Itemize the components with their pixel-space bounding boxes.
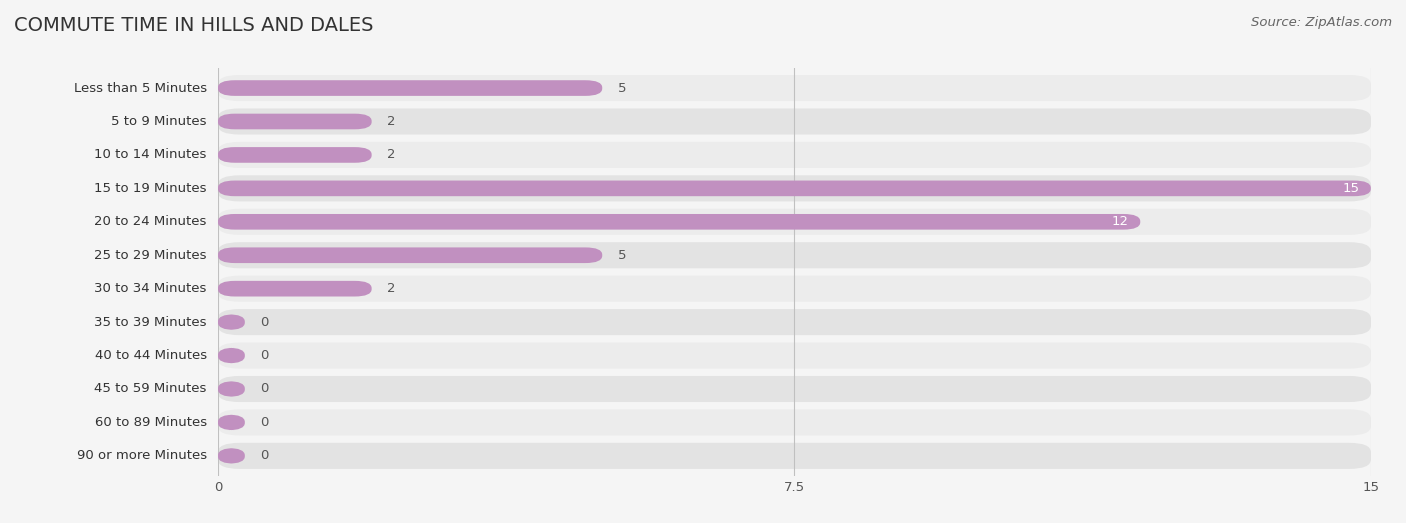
Text: 0: 0 <box>260 315 269 328</box>
Text: 35 to 39 Minutes: 35 to 39 Minutes <box>94 315 207 328</box>
Text: 60 to 89 Minutes: 60 to 89 Minutes <box>94 416 207 429</box>
Text: 0: 0 <box>260 416 269 429</box>
Text: COMMUTE TIME IN HILLS AND DALES: COMMUTE TIME IN HILLS AND DALES <box>14 16 374 35</box>
Text: 2: 2 <box>387 115 395 128</box>
FancyBboxPatch shape <box>218 180 1371 196</box>
FancyBboxPatch shape <box>218 276 1371 302</box>
Text: 45 to 59 Minutes: 45 to 59 Minutes <box>94 382 207 395</box>
Text: 25 to 29 Minutes: 25 to 29 Minutes <box>94 249 207 262</box>
FancyBboxPatch shape <box>218 443 1371 469</box>
FancyBboxPatch shape <box>218 343 1371 369</box>
FancyBboxPatch shape <box>218 314 245 330</box>
FancyBboxPatch shape <box>218 80 602 96</box>
Text: 15 to 19 Minutes: 15 to 19 Minutes <box>94 182 207 195</box>
FancyBboxPatch shape <box>218 214 1140 230</box>
FancyBboxPatch shape <box>218 309 1371 335</box>
Text: 5 to 9 Minutes: 5 to 9 Minutes <box>111 115 207 128</box>
FancyBboxPatch shape <box>218 247 602 263</box>
FancyBboxPatch shape <box>218 415 245 430</box>
Text: Less than 5 Minutes: Less than 5 Minutes <box>73 82 207 95</box>
Text: 40 to 44 Minutes: 40 to 44 Minutes <box>94 349 207 362</box>
Text: 5: 5 <box>617 249 626 262</box>
FancyBboxPatch shape <box>218 410 1371 436</box>
FancyBboxPatch shape <box>218 209 1371 235</box>
FancyBboxPatch shape <box>218 108 1371 134</box>
FancyBboxPatch shape <box>218 75 1371 101</box>
Text: 2: 2 <box>387 149 395 162</box>
FancyBboxPatch shape <box>218 147 371 163</box>
Text: 0: 0 <box>260 449 269 462</box>
Text: 15: 15 <box>1343 182 1360 195</box>
FancyBboxPatch shape <box>218 242 1371 268</box>
Text: 12: 12 <box>1112 215 1129 229</box>
FancyBboxPatch shape <box>218 113 371 129</box>
FancyBboxPatch shape <box>218 448 245 464</box>
Text: 0: 0 <box>260 349 269 362</box>
FancyBboxPatch shape <box>218 175 1371 201</box>
Text: 0: 0 <box>260 382 269 395</box>
FancyBboxPatch shape <box>218 142 1371 168</box>
FancyBboxPatch shape <box>218 381 245 397</box>
Text: 90 or more Minutes: 90 or more Minutes <box>77 449 207 462</box>
Text: Source: ZipAtlas.com: Source: ZipAtlas.com <box>1251 16 1392 29</box>
Text: 10 to 14 Minutes: 10 to 14 Minutes <box>94 149 207 162</box>
Text: 20 to 24 Minutes: 20 to 24 Minutes <box>94 215 207 229</box>
FancyBboxPatch shape <box>218 281 371 297</box>
Text: 2: 2 <box>387 282 395 295</box>
Text: 5: 5 <box>617 82 626 95</box>
FancyBboxPatch shape <box>218 348 245 363</box>
Text: 30 to 34 Minutes: 30 to 34 Minutes <box>94 282 207 295</box>
FancyBboxPatch shape <box>218 376 1371 402</box>
